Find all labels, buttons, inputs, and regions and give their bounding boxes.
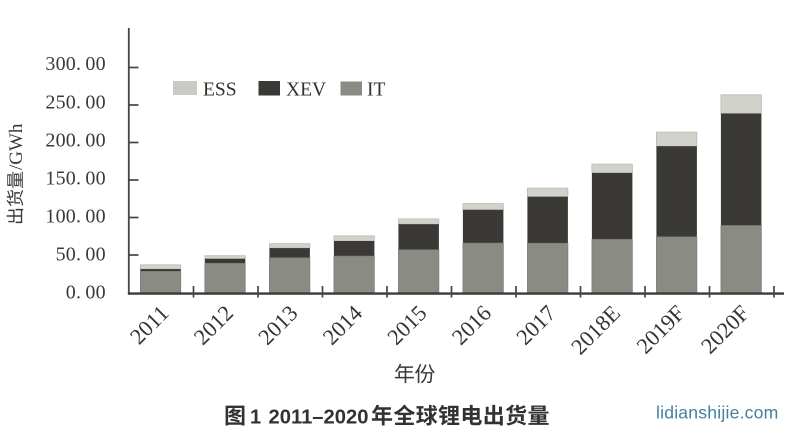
- svg-text:/GWh: /GWh: [6, 123, 27, 170]
- svg-text:2011–2020: 2011–2020: [269, 407, 369, 429]
- svg-text:lidianshijie.com: lidianshijie.com: [656, 403, 779, 423]
- svg-text:250. 00: 250. 00: [45, 91, 105, 113]
- svg-text:50. 00: 50. 00: [56, 244, 106, 266]
- svg-text:300. 00: 300. 00: [45, 53, 105, 75]
- svg-text:XEV: XEV: [286, 80, 326, 101]
- svg-text:IT: IT: [367, 80, 385, 101]
- svg-text:ESS: ESS: [203, 80, 237, 101]
- svg-text:0. 00: 0. 00: [66, 282, 106, 304]
- svg-text:200. 00: 200. 00: [45, 129, 105, 151]
- svg-text:150. 00: 150. 00: [45, 167, 105, 189]
- svg-text:100. 00: 100. 00: [45, 206, 105, 228]
- svg-text:1: 1: [250, 407, 261, 429]
